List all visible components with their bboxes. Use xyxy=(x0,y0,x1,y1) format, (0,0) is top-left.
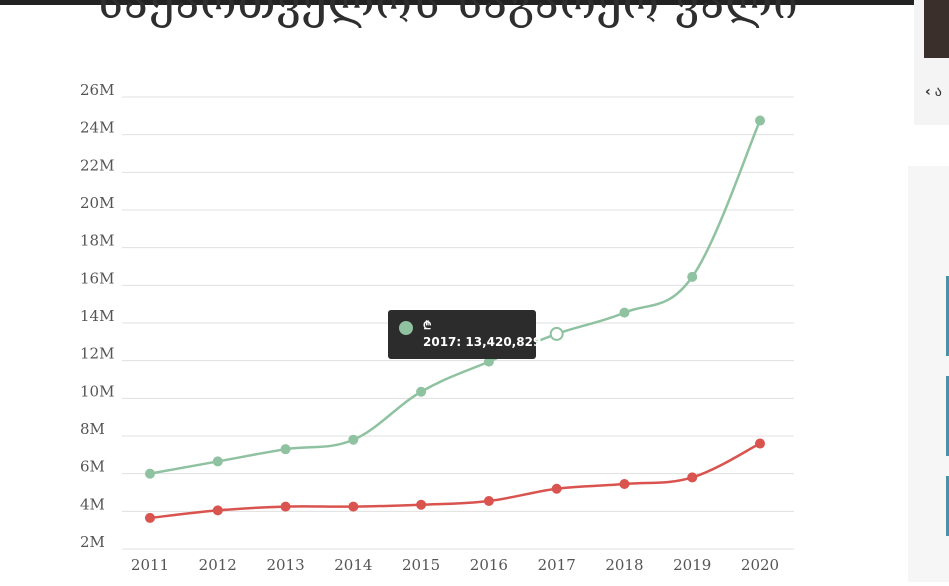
y-tick-label: 12M xyxy=(80,345,114,363)
data-point xyxy=(145,512,155,523)
series-line xyxy=(149,120,762,475)
x-tick-label: 2013 xyxy=(266,556,304,574)
data-point xyxy=(755,115,765,126)
data-point xyxy=(416,386,427,397)
y-tick-label: 24M xyxy=(80,119,114,137)
side-nav-link[interactable]: ‹ ა xyxy=(925,84,942,100)
y-tick-label: 18M xyxy=(80,232,114,250)
data-point xyxy=(212,505,223,516)
data-point xyxy=(280,444,291,455)
y-tick-label: 16M xyxy=(80,269,114,287)
data-point xyxy=(212,456,223,467)
x-tick-label: 2019 xyxy=(673,556,711,574)
tooltip-series-dot xyxy=(399,321,413,335)
x-tick-label: 2016 xyxy=(470,556,508,574)
x-tick-label: 2018 xyxy=(605,556,643,574)
side-nav-label: ა xyxy=(934,84,942,100)
series-line xyxy=(149,442,761,520)
data-point xyxy=(755,438,765,449)
side-accent-bar xyxy=(946,276,949,356)
data-point xyxy=(687,472,698,483)
page-title: საქართველოს საგარეო ვალი xyxy=(96,0,799,29)
data-point xyxy=(687,271,698,282)
x-tick-label: 2017 xyxy=(538,556,576,574)
data-point-highlighted xyxy=(549,326,564,341)
data-point xyxy=(280,501,291,512)
chevron-left-icon: ‹ xyxy=(925,84,931,100)
x-tick-label: 2012 xyxy=(199,556,237,574)
data-point xyxy=(348,501,359,512)
x-tick-label: 2015 xyxy=(402,556,440,574)
top-bar xyxy=(0,0,949,5)
side-thumbnail[interactable] xyxy=(924,0,949,58)
y-tick-label: 10M xyxy=(80,382,114,400)
side-accent-bar xyxy=(946,476,949,536)
y-tick-label: 4M xyxy=(80,495,105,513)
x-tick-label: 2011 xyxy=(131,556,169,574)
data-point xyxy=(619,307,630,318)
x-tick-label: 2020 xyxy=(741,556,779,574)
y-tick-label: 2M xyxy=(80,533,105,551)
data-point xyxy=(619,479,630,490)
y-tick-label: 20M xyxy=(80,194,114,212)
data-point xyxy=(483,495,494,506)
y-tick-label: 22M xyxy=(80,156,114,174)
y-tick-label: 14M xyxy=(80,307,114,325)
y-tick-label: 8M xyxy=(80,420,105,438)
data-point xyxy=(145,468,155,479)
tooltip-value: 2017: 13,420,829 xyxy=(423,335,542,349)
chart-area: 2M 4M 6M 8M 10M 12M 14M 16M 18M 20M 22M 24M 26M 2011 2… xyxy=(80,81,794,574)
chart-tooltip: ₾ 2017: 13,420,829 xyxy=(388,310,541,359)
side-box xyxy=(908,166,949,582)
y-tick-label: 26M xyxy=(80,81,114,99)
y-tick-label: 6M xyxy=(80,458,105,476)
side-accent-bar xyxy=(946,376,949,456)
tooltip-series-label: ₾ xyxy=(423,319,432,332)
data-point xyxy=(416,499,427,510)
x-tick-label: 2014 xyxy=(334,556,372,574)
data-point xyxy=(551,483,562,494)
line-chart: 2M 4M 6M 8M 10M 12M 14M 16M 18M 20M 22M 24M 26M 2011 2… xyxy=(80,81,794,574)
data-point xyxy=(483,356,494,367)
data-point xyxy=(348,434,359,445)
